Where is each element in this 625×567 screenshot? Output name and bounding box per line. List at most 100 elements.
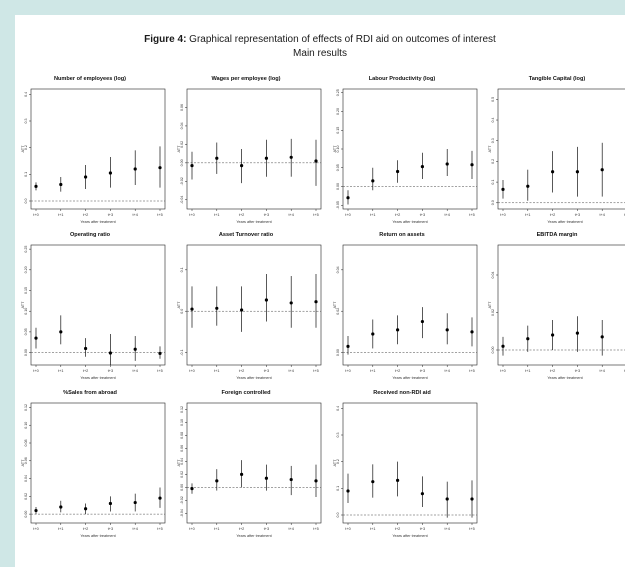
data-point: [215, 479, 219, 483]
y-tick-label: 0.00: [180, 159, 184, 166]
data-point: [396, 478, 400, 482]
y-tick-label: 0.1: [24, 172, 28, 177]
y-tick-label: 0.25: [24, 246, 28, 253]
y-tick-label: 0.20: [336, 108, 340, 115]
y-tick-label: 0.02: [336, 308, 340, 315]
y-tick-label: 0.25: [336, 89, 340, 96]
y-tick-label: 0.4: [24, 92, 28, 97]
data-point: [314, 159, 318, 163]
data-point: [59, 330, 63, 334]
chart-8: EBITDA margin 0.00 0.02 0.04 ATT t+0 t+1 t+2 t+3…: [488, 232, 625, 380]
data-point: [575, 170, 580, 174]
x-tick-label: t+2: [239, 369, 244, 373]
data-point: [371, 332, 375, 336]
x-tick-label: t+1: [370, 369, 375, 373]
plot-frame: [30, 88, 166, 210]
data-point: [158, 496, 162, 500]
data-point: [575, 331, 580, 335]
x-tick-label: t+2: [550, 213, 555, 217]
x-tick-label: t+0: [33, 369, 38, 373]
data-point: [215, 306, 219, 310]
data-point: [133, 167, 137, 171]
x-tick-label: t+4: [445, 527, 450, 531]
data-point: [396, 328, 400, 332]
y-tick-label: 0.02: [180, 471, 184, 478]
x-tick-label: t+2: [83, 527, 88, 531]
y-tick-label: 0.1: [491, 180, 495, 185]
y-axis-label: ATT: [177, 145, 181, 153]
x-tick-label: t+5: [469, 527, 474, 531]
chart-title: %Sales from abroad: [63, 390, 117, 396]
y-tick-label: 0.02: [24, 493, 28, 500]
y-tick-label: 0.04: [491, 272, 495, 279]
data-point: [158, 166, 162, 170]
x-tick-label: t+0: [500, 369, 505, 373]
y-tick-label: 0.10: [24, 308, 28, 315]
x-tick-label: t+4: [600, 369, 605, 373]
y-tick-label: 0.3: [24, 119, 28, 124]
data-point: [289, 155, 293, 159]
x-axis-label: Years after treatment: [392, 376, 428, 380]
data-point: [445, 162, 449, 166]
data-point: [190, 164, 194, 168]
x-axis-label: Years after treatment: [392, 534, 428, 538]
y-tick-label: 0.0: [24, 199, 28, 204]
data-point: [84, 346, 88, 351]
x-axis-label: Years after treatment: [236, 534, 272, 538]
x-tick-label: t+2: [83, 213, 88, 217]
y-axis-label: ATT: [333, 145, 337, 153]
chart-5: Operating ratio 0.00 0.05 0.10 0.15 0.20 0.25 A…: [21, 232, 166, 380]
x-tick-label: t+4: [445, 369, 450, 373]
y-tick-label: 0.12: [180, 406, 184, 413]
y-tick-label: 0.00: [24, 511, 28, 518]
x-tick-label: t+5: [157, 369, 162, 373]
x-tick-label: t+0: [189, 369, 194, 373]
y-tick-label: -0.04: [180, 509, 184, 517]
data-point: [470, 163, 474, 167]
x-tick-label: t+1: [58, 213, 63, 217]
y-tick-label: 0.1: [336, 486, 340, 491]
data-point: [526, 184, 530, 188]
x-tick-label: t+5: [469, 369, 474, 373]
data-point: [108, 171, 112, 175]
x-tick-label: t+2: [83, 369, 88, 373]
x-tick-label: t+4: [133, 369, 138, 373]
y-tick-label: 0.4: [336, 406, 340, 411]
y-axis-label: ATT: [488, 301, 492, 309]
data-point: [289, 477, 293, 482]
data-point: [240, 472, 244, 476]
data-point: [526, 337, 530, 341]
data-point: [59, 505, 63, 509]
x-tick-label: t+0: [345, 369, 350, 373]
x-tick-label: t+4: [289, 527, 294, 531]
y-tick-label: -0.1: [180, 349, 184, 355]
y-tick-label: 0.02: [180, 141, 184, 148]
x-tick-label: t+1: [370, 213, 375, 217]
x-tick-label: t+5: [313, 213, 318, 217]
plot-frame: [30, 244, 166, 366]
x-tick-label: t+3: [575, 369, 580, 373]
chart-9: %Sales from abroad 0.00 0.02 0.04 0.06 0.08 0.…: [21, 390, 166, 538]
chart-3: Labour Productivity (log) -0.05 0.00 0.05 0.…: [333, 76, 478, 224]
figure-title: Figure 4: Graphical representation of ef…: [144, 34, 496, 45]
chart-10: Foreign controlled -0.04 -0.02 0.00 0.02 0.04…: [177, 390, 322, 538]
data-point: [133, 347, 137, 351]
x-tick-label: t+5: [469, 213, 474, 217]
data-point: [346, 196, 350, 200]
x-tick-label: t+0: [500, 213, 505, 217]
x-tick-label: t+1: [525, 369, 530, 373]
data-point: [551, 333, 555, 337]
y-axis-label: ATT: [21, 459, 25, 467]
y-tick-label: 0.5: [491, 97, 495, 102]
data-point: [34, 336, 38, 340]
data-point: [600, 168, 604, 172]
y-tick-label: 0.2: [24, 145, 28, 150]
y-axis-label: ATT: [333, 301, 337, 309]
y-tick-label: 0.00: [491, 347, 495, 354]
y-tick-label: 0.0: [336, 513, 340, 518]
y-tick-label: 0.06: [180, 445, 184, 452]
chart-title: Wages per employee (log): [211, 76, 280, 82]
x-tick-label: t+3: [420, 369, 425, 373]
data-point: [445, 328, 449, 332]
plot-frame: [342, 88, 478, 210]
